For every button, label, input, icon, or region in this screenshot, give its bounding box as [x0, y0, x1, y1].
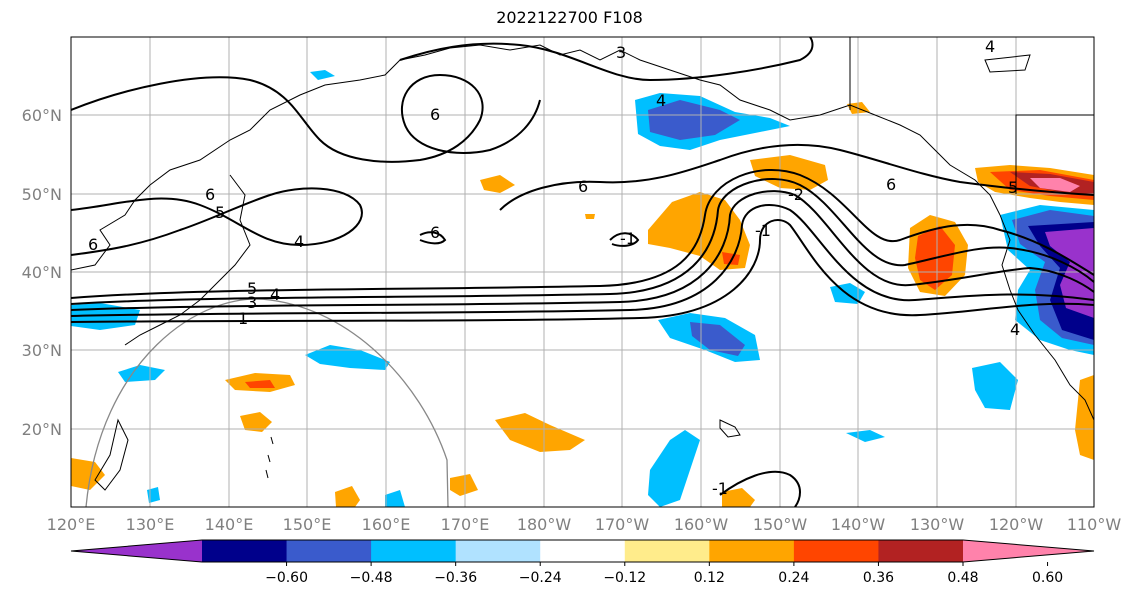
range-ring: [85, 298, 449, 507]
contour-label: -1: [755, 221, 771, 240]
colorbar: −0.60 −0.48 −0.36 −0.24 −0.12 0.12 0.24 0.36 0.4…: [70, 539, 1095, 586]
latitude-labels: 60°N 40°N 50°N 30°N 20°N: [22, 106, 62, 439]
colorbar-segment: [878, 540, 964, 562]
streamline-contours: [71, 37, 1094, 507]
colorbar-extend-low: [71, 540, 202, 562]
contour-label: 5: [215, 203, 225, 222]
colorbar-segment: [455, 540, 541, 562]
contour-label: -1: [620, 229, 636, 248]
colorbar-segment: [624, 540, 710, 562]
contour-label: 4: [1010, 320, 1020, 339]
lon-label: 140°E: [205, 515, 254, 534]
lon-label: 150°W: [753, 515, 808, 534]
contour-labels: 6 5 4 5 4 3 1 6 6 6 3 4 6 -1 -2 -1 6 5 4…: [88, 37, 1020, 498]
colorbar-segment: [371, 540, 457, 562]
colorbar-tick-label: 0.24: [778, 570, 809, 586]
positive-anomaly-shading: [71, 102, 1094, 507]
colorbar-tick-label: −0.12: [603, 570, 646, 586]
contour-label: 3: [247, 293, 257, 312]
colorbar-segment: [286, 540, 372, 562]
contour-label: -2: [788, 185, 804, 204]
colorbar-tick-label: 0.12: [694, 570, 725, 586]
contour-label: 6: [886, 175, 896, 194]
contour-label: 1: [238, 309, 248, 328]
map-frame: [70, 36, 1095, 508]
contour-label: 4: [270, 285, 280, 304]
colorbar-tick-label: −0.48: [350, 570, 393, 586]
lon-label: 140°W: [831, 515, 886, 534]
lon-label: 130°E: [126, 515, 175, 534]
lon-label: 130°W: [910, 515, 965, 534]
lat-label: 20°N: [22, 420, 62, 439]
contour-label: 6: [88, 235, 98, 254]
contour-label: 5: [1008, 178, 1018, 197]
colorbar-outline: [70, 539, 1095, 563]
map-plot-area: [71, 37, 1094, 507]
lon-label: 170°E: [441, 515, 490, 534]
colorbar-segment: [793, 540, 879, 562]
coastlines: [71, 37, 1094, 491]
colorbar-segment: [709, 540, 795, 562]
colorbar-tick-label: 0.36: [863, 570, 894, 586]
contour-label: 3: [616, 43, 626, 62]
map-title: 2022122700 F108: [496, 8, 643, 27]
colorbar-tick-label: 0.60: [1032, 570, 1063, 586]
contour-label: 6: [205, 185, 215, 204]
contour-label: 4: [294, 232, 304, 251]
lat-label: 60°N: [22, 106, 62, 125]
lon-label: 150°E: [283, 515, 332, 534]
colorbar-tick-label: 0.48: [947, 570, 978, 586]
lon-label: 120°W: [989, 515, 1044, 534]
colorbar-extend-high: [963, 540, 1094, 562]
contour-label: -1: [712, 479, 728, 498]
lon-label: 160°E: [362, 515, 411, 534]
contour-label: 4: [985, 37, 995, 56]
contour-label: 6: [430, 105, 440, 124]
colorbar-tick-label: −0.60: [265, 570, 308, 586]
contour-label: 6: [578, 177, 588, 196]
lon-label: 170°W: [595, 515, 650, 534]
contour-label: 6: [430, 223, 440, 242]
lat-label: 30°N: [22, 341, 62, 360]
colorbar-tick-label: −0.36: [434, 570, 477, 586]
lon-label: 160°W: [674, 515, 729, 534]
contour-label: 4: [656, 91, 666, 110]
graticule: [71, 37, 1094, 507]
colorbar-segment: [202, 540, 288, 562]
lat-label: 50°N: [22, 185, 62, 204]
colorbar-segment: [540, 540, 626, 562]
lon-label: 180°W: [517, 515, 572, 534]
longitude-labels: 120°E 130°E 140°E 150°E 160°E 170°E 180°…: [47, 515, 1122, 534]
colorbar-tick-label: −0.24: [519, 570, 562, 586]
lon-label: 120°E: [47, 515, 96, 534]
contour-label: 5: [247, 279, 257, 298]
lat-label: 40°N: [22, 263, 62, 282]
lon-label: 110°W: [1067, 515, 1122, 534]
